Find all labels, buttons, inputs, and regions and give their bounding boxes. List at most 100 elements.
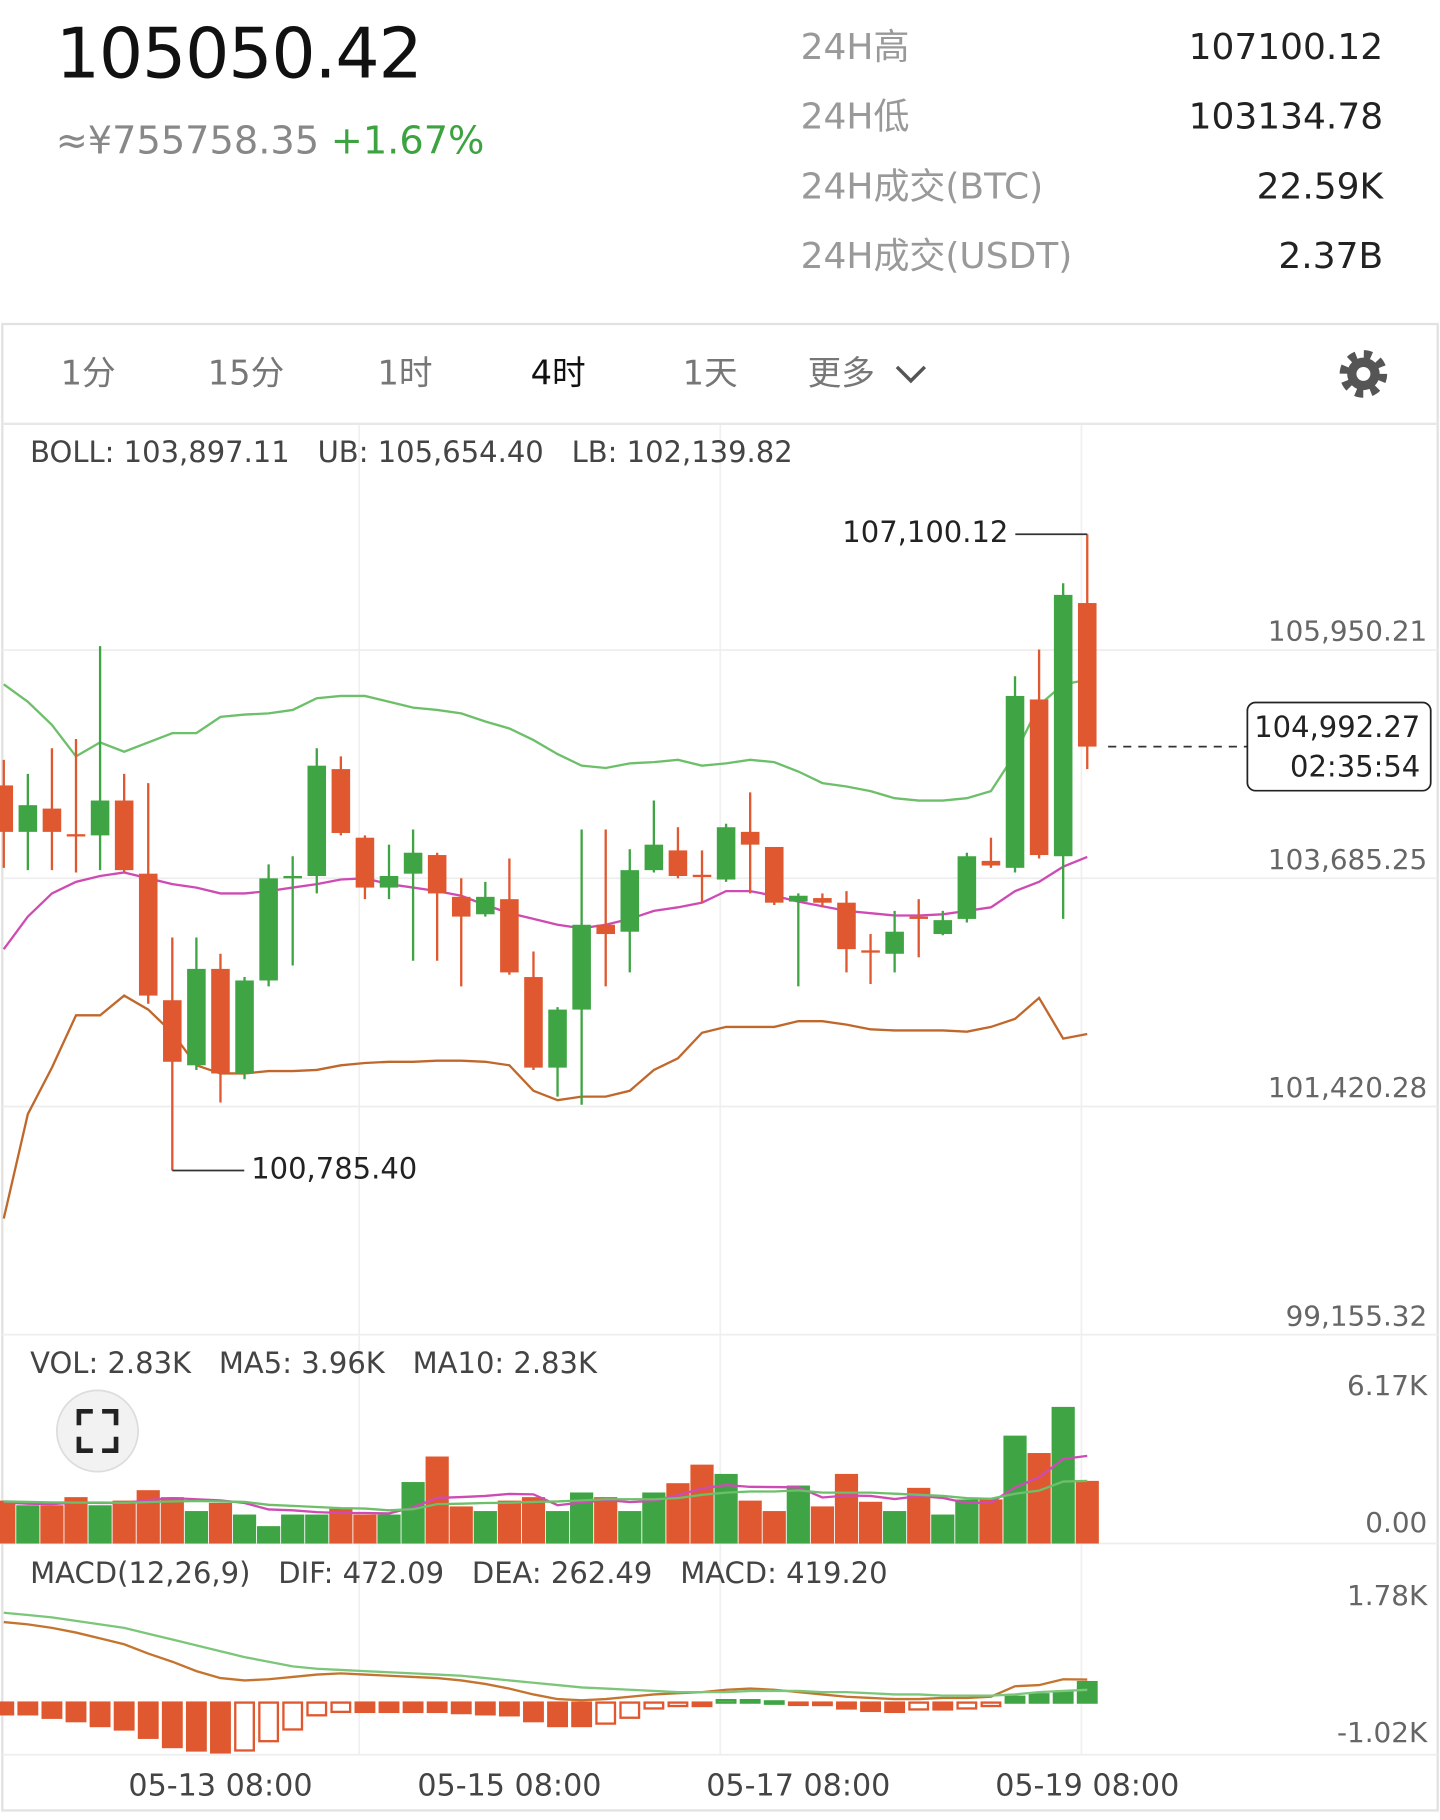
macd-bar: [1076, 1680, 1098, 1704]
candle-body: [138, 873, 158, 996]
macd-bar: [619, 1701, 641, 1719]
timeframe-tab[interactable]: 1时: [377, 354, 432, 393]
candle-body: [740, 831, 760, 845]
volume-ma-line: [3, 1479, 1088, 1512]
macd-bar: [498, 1701, 520, 1717]
volume-bar: [160, 1497, 184, 1544]
volume-bar: [883, 1511, 907, 1544]
timeframe-tab[interactable]: 1天: [683, 354, 738, 393]
volume-bar: [16, 1505, 40, 1544]
volume-bar: [305, 1514, 329, 1544]
fullscreen-button[interactable]: [55, 1389, 139, 1473]
y-tick-label: 6.17K: [1347, 1369, 1428, 1402]
candle-body: [331, 769, 351, 833]
button-bg: [55, 1389, 139, 1473]
candle-body: [524, 977, 543, 1068]
macd-bar: [1052, 1690, 1074, 1704]
volume-bar: [473, 1511, 497, 1544]
volume-bar: [40, 1505, 64, 1544]
macd-bar: [161, 1701, 183, 1749]
candle-body: [307, 765, 327, 876]
countdown-label: 02:35:54: [1290, 750, 1420, 784]
stat-value: 22.59K: [1257, 166, 1385, 207]
macd-bar: [932, 1701, 954, 1711]
candle-body: [933, 920, 953, 935]
volume-bar: [353, 1514, 377, 1544]
candle-body: [283, 875, 302, 879]
macd-bar: [402, 1701, 424, 1714]
macd-bar: [426, 1701, 448, 1714]
macd-bar: [137, 1701, 159, 1739]
volume-bar: [810, 1506, 835, 1544]
candle-body: [644, 844, 664, 871]
macd-bar: [234, 1701, 255, 1752]
candle-body: [885, 931, 904, 954]
macd-bar: [884, 1701, 906, 1714]
macd-bar: [282, 1701, 304, 1731]
candle-body: [235, 980, 254, 1074]
settings-button[interactable]: [1339, 350, 1388, 398]
x-tick-label: 05-17 08:00: [706, 1769, 890, 1804]
last-price-label: 104,992.27: [1254, 710, 1420, 744]
candle-body: [211, 968, 230, 1074]
macd-bar: [643, 1701, 665, 1710]
volume-bar: [907, 1487, 931, 1544]
volume-bar: [184, 1511, 208, 1544]
candle-body: [548, 1009, 567, 1068]
gear-teeth: [1339, 350, 1388, 398]
chart-frame: [1, 322, 1439, 1812]
stat-label: 24H低: [801, 97, 910, 138]
y-tick-label: 105,950.21: [1268, 615, 1427, 648]
volume-bar: [955, 1499, 979, 1544]
volume-bar: [786, 1485, 810, 1544]
candle-body: [42, 808, 62, 832]
gear-hole: [1356, 366, 1371, 381]
macd-bar: [1028, 1693, 1050, 1704]
boll-line: [2, 994, 1088, 1219]
boll-line: [3, 678, 1088, 802]
macd-bar: [41, 1701, 63, 1719]
volume-bar: [690, 1464, 714, 1544]
candle-body: [861, 950, 880, 953]
volume-bar: [1075, 1480, 1099, 1544]
candle-body: [379, 875, 399, 888]
candle-body: [114, 800, 134, 871]
legend-entry: MACD: 419.20: [680, 1556, 887, 1590]
macd-bar: [980, 1701, 1002, 1708]
macd-bar: [306, 1701, 328, 1717]
candle-body: [909, 916, 928, 919]
stat-label: 24H成交(BTC): [801, 166, 1043, 207]
candle-body: [596, 924, 615, 935]
volume-bar: [521, 1497, 546, 1544]
legend-entry: UB: 105,654.40: [318, 435, 544, 469]
y-tick-label: 1.78K: [1347, 1579, 1428, 1612]
macd-bar: [185, 1701, 207, 1752]
volume-bar: [208, 1502, 233, 1544]
stat-label: 24H成交(USDT): [801, 236, 1073, 277]
candle-body: [163, 1000, 182, 1062]
candle-body: [0, 785, 14, 832]
macd-bar: [763, 1700, 785, 1705]
macd-bar: [860, 1701, 881, 1713]
timeframe-tab[interactable]: 1分: [61, 354, 116, 393]
candle-body: [813, 898, 832, 903]
stat-value: 103134.78: [1189, 97, 1384, 138]
volume-bar: [1051, 1406, 1075, 1544]
macd-bar: [523, 1701, 544, 1723]
candle-body: [476, 896, 495, 915]
macd-bar: [836, 1701, 857, 1710]
volume-bar: [0, 1500, 16, 1544]
candle-body: [1029, 699, 1049, 856]
last-price-box: [1246, 701, 1432, 792]
timeframe-tab[interactable]: 15分: [208, 354, 284, 393]
timeframe-tab[interactable]: 4时: [531, 354, 586, 393]
candle-body: [837, 902, 856, 950]
dropdown-chevron: [895, 365, 927, 384]
y-tick-label: 99,155.32: [1286, 1299, 1428, 1332]
macd-bar: [378, 1701, 400, 1714]
volume-bar: [112, 1500, 136, 1544]
macd-bar: [17, 1701, 39, 1716]
volume-bar: [88, 1505, 112, 1544]
macd-bar: [258, 1701, 280, 1743]
timeframe-tab[interactable]: 更多: [808, 354, 875, 393]
